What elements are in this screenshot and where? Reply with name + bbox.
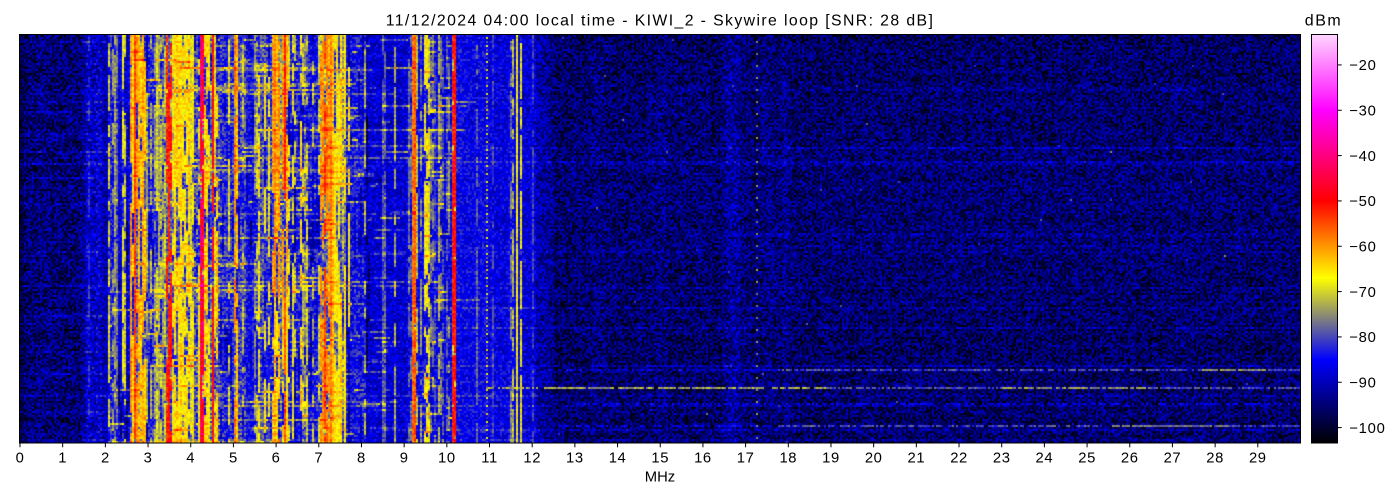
svg-text:−40: −40 xyxy=(1349,149,1377,165)
svg-text:−100: −100 xyxy=(1349,421,1386,437)
svg-text:21: 21 xyxy=(908,451,926,467)
svg-text:1: 1 xyxy=(58,451,67,467)
svg-text:17: 17 xyxy=(737,451,755,467)
svg-text:29: 29 xyxy=(1249,451,1267,467)
svg-text:19: 19 xyxy=(822,451,840,467)
svg-text:3: 3 xyxy=(144,451,153,467)
svg-text:26: 26 xyxy=(1121,451,1139,467)
svg-text:−70: −70 xyxy=(1349,285,1377,301)
svg-text:8: 8 xyxy=(357,451,366,467)
svg-text:9: 9 xyxy=(400,451,409,467)
svg-text:24: 24 xyxy=(1036,451,1054,467)
svg-text:18: 18 xyxy=(779,451,797,467)
svg-text:13: 13 xyxy=(566,451,584,467)
svg-text:25: 25 xyxy=(1078,451,1096,467)
svg-text:dBm: dBm xyxy=(1305,13,1342,30)
svg-text:28: 28 xyxy=(1206,451,1224,467)
svg-text:20: 20 xyxy=(865,451,883,467)
svg-text:7: 7 xyxy=(314,451,323,467)
svg-text:−20: −20 xyxy=(1349,58,1377,74)
svg-text:27: 27 xyxy=(1164,451,1182,467)
svg-text:11/12/2024 04:00 local time -: 11/12/2024 04:00 local time - KIWI_2 - S… xyxy=(386,13,935,30)
svg-text:−60: −60 xyxy=(1349,240,1377,256)
svg-text:−30: −30 xyxy=(1349,104,1377,120)
svg-text:MHz: MHz xyxy=(645,470,675,486)
svg-text:0: 0 xyxy=(16,451,25,467)
svg-text:4: 4 xyxy=(186,451,195,467)
svg-text:−50: −50 xyxy=(1349,194,1377,210)
svg-text:14: 14 xyxy=(609,451,627,467)
svg-text:−80: −80 xyxy=(1349,330,1377,346)
svg-text:6: 6 xyxy=(272,451,281,467)
svg-text:15: 15 xyxy=(651,451,669,467)
svg-text:10: 10 xyxy=(438,451,456,467)
svg-text:12: 12 xyxy=(523,451,541,467)
svg-text:11: 11 xyxy=(481,451,498,467)
svg-text:23: 23 xyxy=(993,451,1011,467)
svg-text:5: 5 xyxy=(229,451,238,467)
svg-text:−90: −90 xyxy=(1349,376,1377,392)
svg-text:22: 22 xyxy=(950,451,968,467)
svg-text:16: 16 xyxy=(694,451,712,467)
svg-text:2: 2 xyxy=(101,451,110,467)
